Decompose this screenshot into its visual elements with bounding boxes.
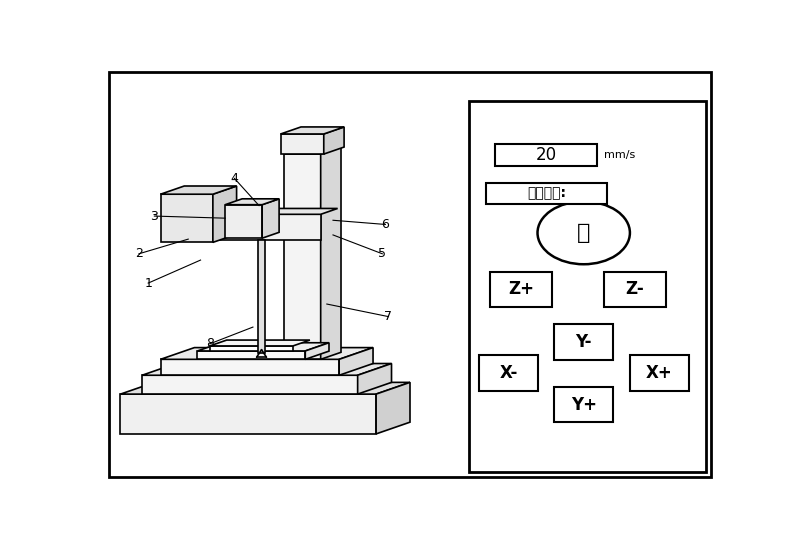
Polygon shape bbox=[306, 343, 329, 360]
Polygon shape bbox=[281, 134, 324, 154]
Polygon shape bbox=[226, 205, 262, 238]
Bar bbox=[554, 387, 613, 422]
Text: 1: 1 bbox=[144, 276, 152, 289]
Polygon shape bbox=[121, 394, 376, 434]
Polygon shape bbox=[284, 154, 321, 360]
Polygon shape bbox=[142, 375, 358, 394]
Text: 7: 7 bbox=[385, 310, 393, 323]
Bar bbox=[554, 324, 613, 360]
Text: Y-: Y- bbox=[575, 333, 592, 351]
Polygon shape bbox=[339, 348, 373, 375]
Polygon shape bbox=[121, 382, 410, 394]
Polygon shape bbox=[262, 199, 279, 238]
Bar bbox=[495, 144, 597, 166]
Bar bbox=[479, 355, 538, 391]
Polygon shape bbox=[198, 343, 329, 351]
Text: 3: 3 bbox=[150, 209, 158, 222]
Polygon shape bbox=[161, 194, 213, 243]
Text: X-: X- bbox=[499, 364, 518, 382]
Text: 5: 5 bbox=[378, 248, 386, 260]
Polygon shape bbox=[210, 208, 338, 214]
Polygon shape bbox=[213, 186, 237, 243]
Text: Z-: Z- bbox=[626, 280, 644, 298]
Polygon shape bbox=[376, 382, 410, 434]
Text: 停: 停 bbox=[577, 223, 590, 243]
Text: Z+: Z+ bbox=[508, 280, 534, 298]
Polygon shape bbox=[258, 240, 265, 353]
Ellipse shape bbox=[538, 201, 630, 264]
Polygon shape bbox=[210, 214, 321, 240]
Polygon shape bbox=[161, 360, 339, 375]
Text: 8: 8 bbox=[206, 337, 214, 350]
Polygon shape bbox=[324, 127, 344, 154]
Polygon shape bbox=[161, 186, 237, 194]
Text: 20: 20 bbox=[535, 146, 556, 164]
Bar bbox=[604, 271, 666, 307]
Bar bbox=[486, 183, 606, 205]
Polygon shape bbox=[198, 351, 306, 360]
Polygon shape bbox=[226, 199, 279, 205]
Polygon shape bbox=[142, 363, 391, 375]
Text: 4: 4 bbox=[230, 172, 238, 185]
Polygon shape bbox=[358, 363, 391, 394]
Bar bbox=[469, 101, 706, 472]
Text: mm/s: mm/s bbox=[604, 150, 635, 160]
Text: 6: 6 bbox=[382, 218, 390, 231]
Bar bbox=[490, 271, 552, 307]
Polygon shape bbox=[284, 147, 341, 154]
Text: Y+: Y+ bbox=[570, 395, 597, 413]
Polygon shape bbox=[281, 127, 344, 134]
Text: X+: X+ bbox=[646, 364, 673, 382]
Text: 速度设定:: 速度设定: bbox=[527, 187, 566, 200]
Polygon shape bbox=[210, 346, 293, 351]
Polygon shape bbox=[161, 348, 373, 360]
Bar bbox=[630, 355, 689, 391]
Text: 2: 2 bbox=[135, 248, 143, 260]
Polygon shape bbox=[321, 147, 341, 360]
Polygon shape bbox=[210, 340, 310, 346]
